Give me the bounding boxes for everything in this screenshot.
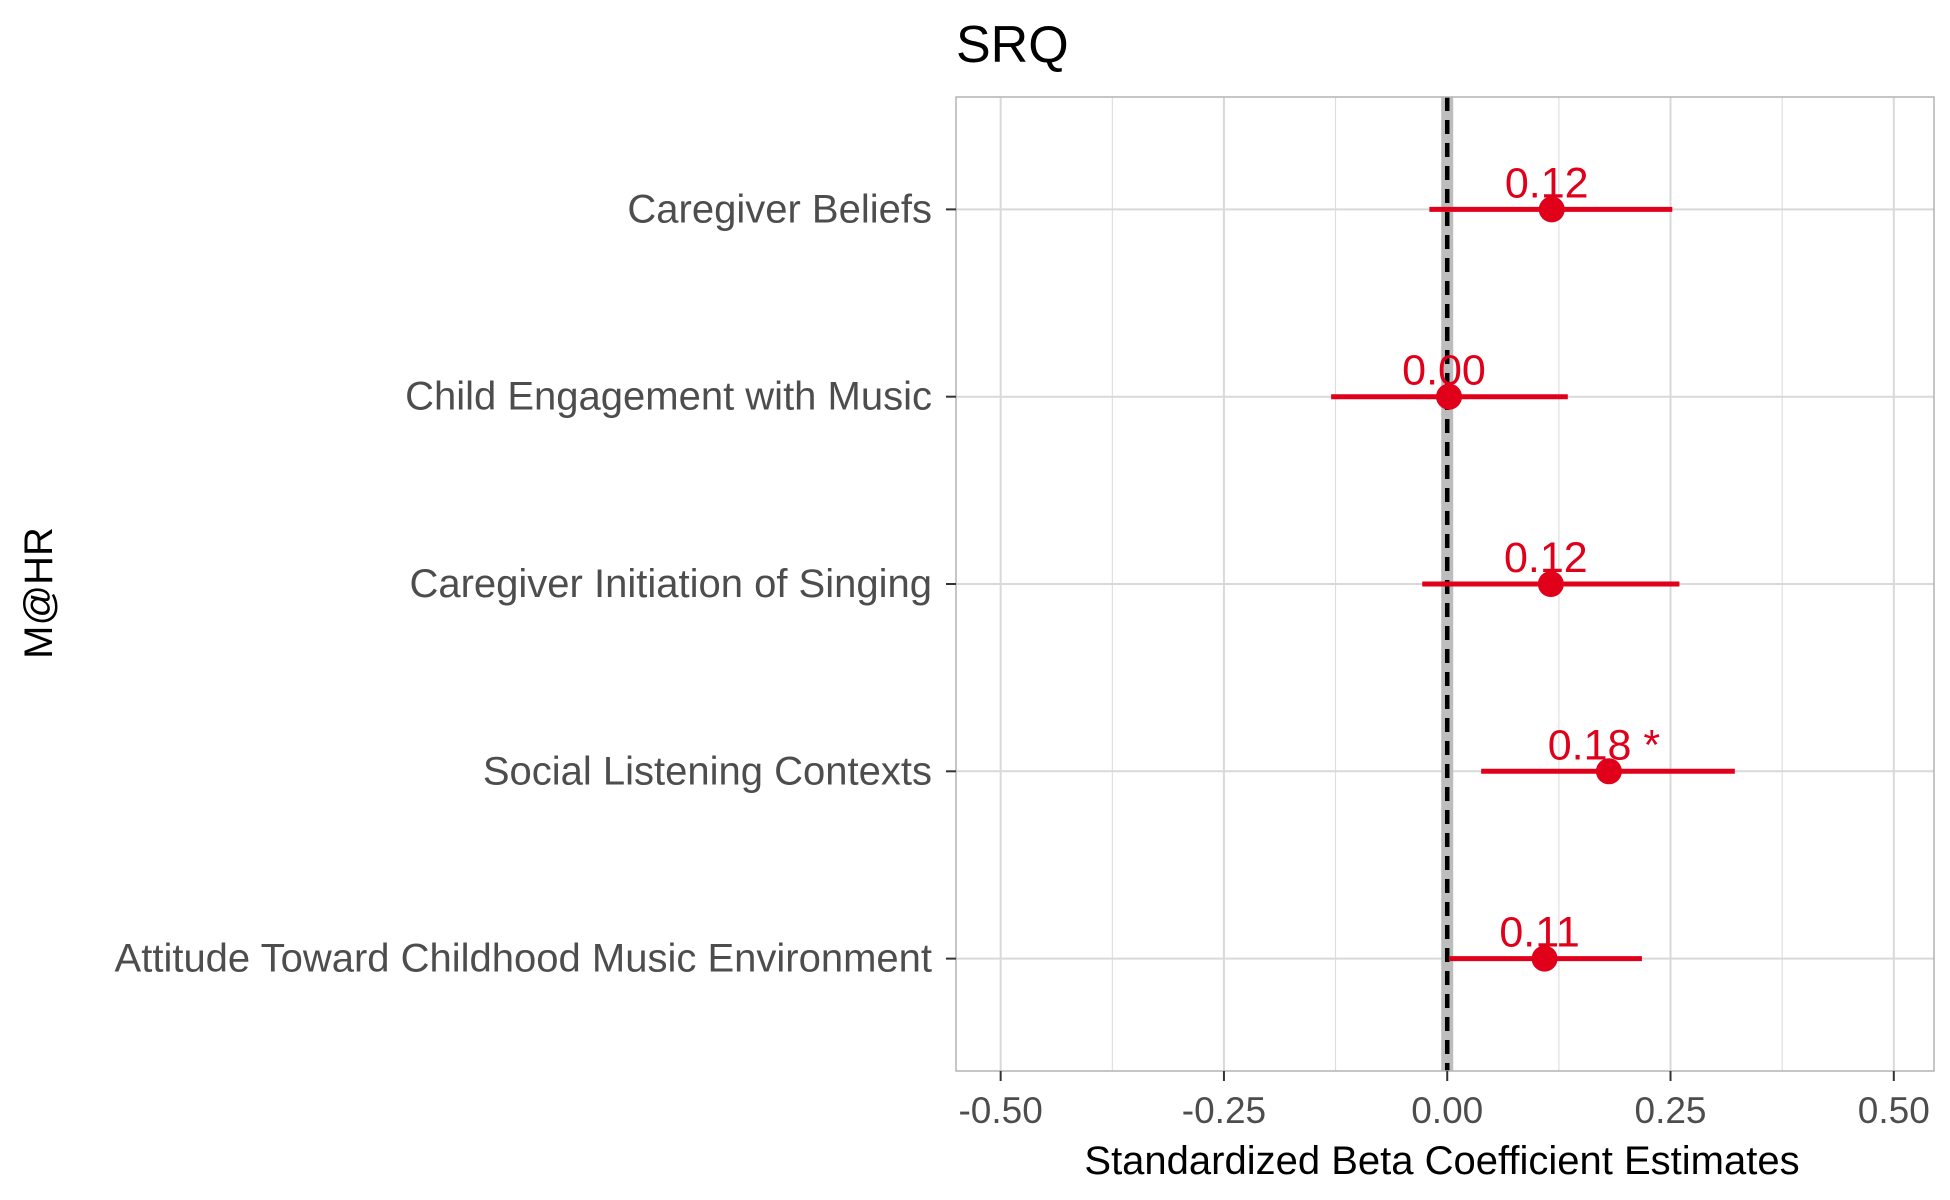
y-tick-label: Caregiver Initiation of Singing xyxy=(409,562,932,606)
y-axis-title: M@HR xyxy=(17,527,61,659)
value-label: 0.12 xyxy=(1504,534,1588,582)
estimate-point xyxy=(1595,758,1622,785)
x-tick-label: -0.50 xyxy=(958,1090,1042,1131)
x-tick-label: 0.50 xyxy=(1858,1090,1930,1131)
estimate-point xyxy=(1436,383,1463,410)
y-tick-label: Attitude Toward Childhood Music Environm… xyxy=(115,937,932,981)
x-axis-title: Standardized Beta Coefficient Estimates xyxy=(1084,1139,1799,1183)
y-tick-label: Child Engagement with Music xyxy=(405,375,932,419)
value-label: 0.12 xyxy=(1505,159,1589,207)
estimate-point xyxy=(1531,945,1558,972)
ticks-layer: Caregiver Beliefs Child Engagement with M… xyxy=(115,187,1930,1131)
value-label: 0.11 xyxy=(1499,909,1580,957)
x-tick-label: -0.25 xyxy=(1182,1090,1266,1131)
value-label: 0.00 xyxy=(1402,347,1486,395)
estimate-point xyxy=(1538,196,1565,223)
y-tick-label: Social Listening Contexts xyxy=(483,749,932,793)
estimate-point xyxy=(1537,571,1564,597)
x-tick-label: 0.00 xyxy=(1411,1090,1483,1131)
marks-layer: 0.12 0.00 0.12 0.18 * 0.11 xyxy=(1331,159,1735,972)
y-tick-label: Caregiver Beliefs xyxy=(627,187,932,231)
chart-title: SRQ xyxy=(956,16,1069,74)
x-tick-label: 0.25 xyxy=(1635,1090,1707,1131)
value-label: 0.18 * xyxy=(1548,721,1661,769)
